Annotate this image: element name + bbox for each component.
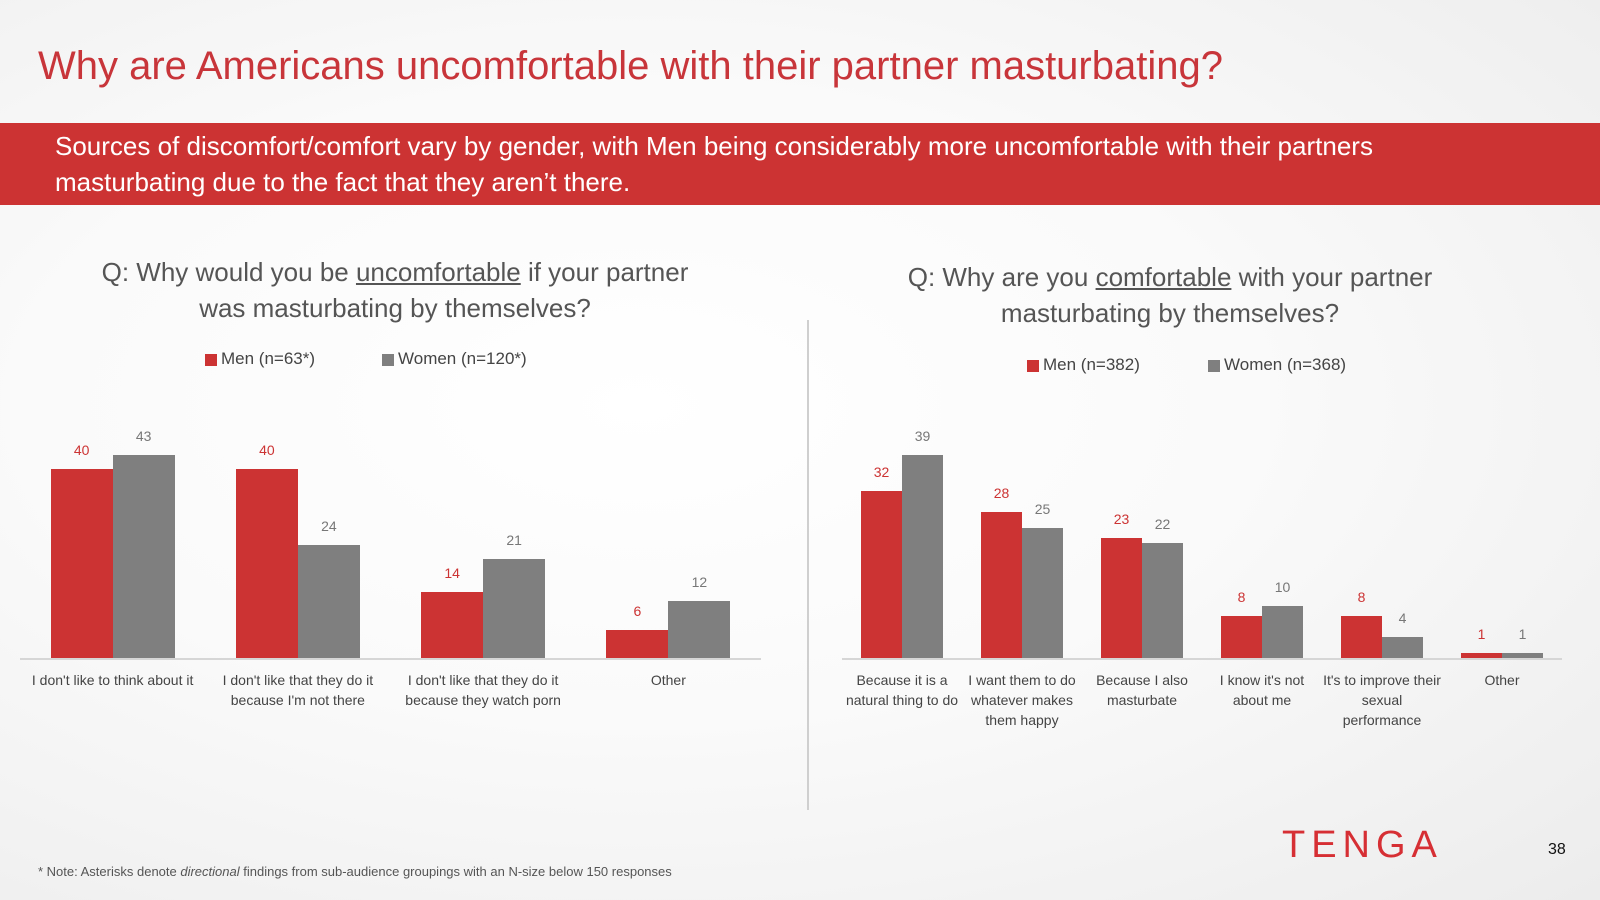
chart-title-part: comfortable bbox=[1095, 262, 1232, 292]
logo: TENGA bbox=[1282, 824, 1443, 866]
legend-swatch bbox=[1027, 360, 1039, 372]
slide-title: Why are Americans uncomfortable with the… bbox=[38, 44, 1223, 88]
x-tick-label: Other bbox=[650, 672, 686, 688]
chart-title: Q: Why would you be uncomfortable if you… bbox=[100, 254, 690, 326]
page-number: 38 bbox=[1548, 841, 1566, 858]
bar bbox=[668, 601, 731, 658]
bar bbox=[1221, 616, 1262, 658]
legend-label: Men (n=382) bbox=[1043, 355, 1140, 374]
data-label: 39 bbox=[914, 428, 931, 444]
bar bbox=[112, 455, 175, 658]
data-label: 28 bbox=[993, 485, 1010, 502]
bar bbox=[1142, 543, 1183, 658]
baseline bbox=[20, 658, 761, 660]
x-tick-label: Because it is a natural thing to do bbox=[845, 672, 959, 708]
x-tick-label: Because I also masturbate bbox=[1096, 672, 1188, 708]
note-part: directional bbox=[180, 864, 240, 879]
data-label: 12 bbox=[691, 574, 708, 591]
subtitle: Sources of discomfort/comfort vary by ge… bbox=[55, 131, 1373, 197]
legend-swatch bbox=[382, 354, 394, 366]
note-part: * Note: Asterisks denote bbox=[38, 864, 181, 879]
bar bbox=[1382, 637, 1423, 658]
legend-swatch bbox=[1208, 360, 1220, 372]
bar bbox=[1502, 652, 1543, 658]
x-tick-label: It's to improve their sexual performance bbox=[1323, 672, 1441, 728]
legend-label: Men (n=63*) bbox=[221, 349, 316, 368]
data-label: 23 bbox=[1113, 511, 1130, 528]
x-tick-label: I don't like to think about it bbox=[31, 672, 194, 688]
bar bbox=[1341, 616, 1382, 658]
data-label: 14 bbox=[444, 564, 460, 581]
legend-label: Women (n=120*) bbox=[398, 349, 527, 368]
data-label: 32 bbox=[873, 464, 890, 481]
x-tick-label: I want them to do whatever makes them ha… bbox=[968, 672, 1076, 728]
bar bbox=[606, 629, 669, 658]
data-label: 22 bbox=[1154, 516, 1171, 533]
data-label: 1 bbox=[1518, 625, 1527, 642]
x-tick-label: I don't like that they do it because I'm… bbox=[222, 672, 374, 708]
bar bbox=[421, 591, 484, 658]
data-label: 43 bbox=[135, 428, 152, 444]
data-label: 10 bbox=[1274, 578, 1291, 595]
data-label: 1 bbox=[1477, 625, 1486, 642]
footnote: * Note: Asterisks denote directional fin… bbox=[38, 864, 672, 879]
chart-title-part: uncomfortable bbox=[355, 257, 521, 287]
data-label: 6 bbox=[633, 602, 642, 619]
x-tick-label: I know it's not about me bbox=[1219, 672, 1305, 708]
baseline bbox=[842, 658, 1562, 660]
bar bbox=[297, 544, 360, 658]
data-label: 8 bbox=[1237, 589, 1246, 606]
data-label: 24 bbox=[321, 517, 337, 534]
bar bbox=[483, 558, 546, 658]
x-tick-label: Other bbox=[1484, 672, 1520, 688]
bar bbox=[1022, 527, 1063, 658]
data-label: 8 bbox=[1357, 589, 1366, 606]
data-label: 40 bbox=[259, 442, 275, 459]
bar bbox=[235, 469, 298, 658]
chart-title-part: Q: Why are you bbox=[907, 262, 1096, 292]
data-label: 40 bbox=[73, 442, 90, 459]
data-label: 21 bbox=[506, 531, 522, 548]
bar bbox=[1262, 605, 1303, 658]
x-tick-label: I don't like that they do it because the… bbox=[405, 672, 561, 708]
legend-swatch bbox=[205, 354, 217, 366]
note-part: findings from sub-audience groupings wit… bbox=[239, 864, 672, 879]
data-label: 25 bbox=[1034, 500, 1051, 517]
bar bbox=[1461, 652, 1502, 658]
data-label: 4 bbox=[1398, 610, 1407, 627]
bar bbox=[902, 455, 943, 658]
bar bbox=[861, 491, 902, 658]
bar bbox=[1101, 538, 1142, 658]
divider bbox=[807, 320, 809, 810]
chart-title-part: with your partner masturbating by themse… bbox=[1000, 262, 1433, 328]
chart-title: Q: Why are you comfortable with your par… bbox=[900, 259, 1440, 331]
bar bbox=[981, 512, 1022, 658]
chart-title-part: if your partner was masturbating by them… bbox=[199, 257, 689, 323]
banner bbox=[0, 123, 1600, 205]
legend-label: Women (n=368) bbox=[1224, 355, 1347, 374]
chart-title-part: Q: Why would you be bbox=[101, 257, 356, 287]
bar bbox=[50, 469, 113, 658]
